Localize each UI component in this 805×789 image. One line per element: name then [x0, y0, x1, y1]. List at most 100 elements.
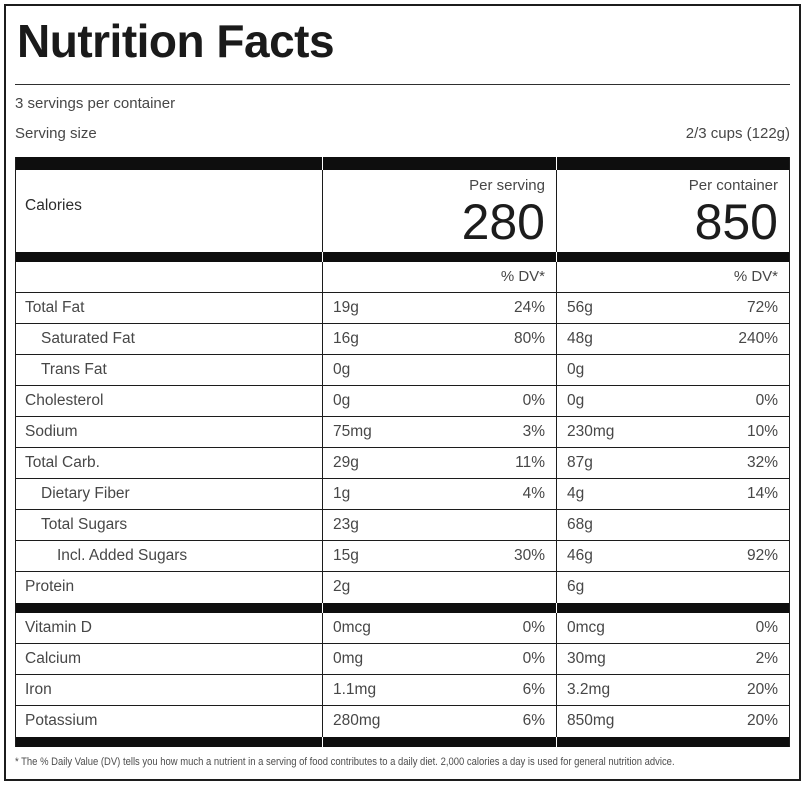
- serving-amount: 0mcg: [333, 618, 371, 636]
- table-row: Total Fat 19g 24% 56g 72%: [16, 292, 789, 324]
- serving-dv: 0%: [522, 391, 545, 409]
- per-serving-cell: 16g 80%: [322, 323, 556, 354]
- nutrient-name: Dietary Fiber: [41, 484, 130, 502]
- serving-amount: 0mg: [333, 649, 364, 667]
- table-row: Vitamin D 0mcg 0% 0mcg 0%: [16, 612, 789, 644]
- page-title: Nutrition Facts: [17, 15, 335, 67]
- per-container-header: Per container: [688, 176, 778, 194]
- nutrient-name: Iron: [25, 680, 52, 698]
- per-container-cell: 68g: [556, 509, 789, 540]
- serving-amount: 1g: [333, 484, 351, 502]
- serving-amount: 29g: [333, 453, 359, 471]
- thick-divider-bar: [16, 602, 789, 613]
- per-container-cell: 87g 32%: [556, 447, 789, 478]
- per-container-cell: 30mg 2%: [556, 643, 789, 674]
- per-serving-cell: 0mcg 0%: [322, 612, 556, 643]
- daily-value-footnote: * The % Daily Value (DV) tells you how m…: [15, 755, 675, 768]
- per-serving-cell: 280mg 6%: [322, 705, 556, 737]
- table-row: Calcium 0mg 0% 30mg 2%: [16, 643, 789, 675]
- container-dv: 20%: [746, 680, 778, 698]
- container-amount: 0g: [567, 391, 585, 409]
- table-row: Iron 1.1mg 6% 3.2mg 20%: [16, 674, 789, 706]
- serving-amount: 0g: [333, 360, 351, 378]
- calories-per-serving-value: 280: [461, 193, 545, 250]
- calories-label: Calories: [25, 197, 82, 215]
- calories-per-container-cell: Per container 850: [556, 169, 789, 252]
- serving-dv: 4%: [522, 484, 545, 502]
- container-amount: 48g: [567, 329, 593, 347]
- table-row: Total Carb. 29g 11% 87g 32%: [16, 447, 789, 479]
- serving-amount: 0g: [333, 391, 351, 409]
- nutrition-table: Calories Per serving 280 Per container 8…: [15, 156, 790, 747]
- per-container-cell: 0mcg 0%: [556, 612, 789, 643]
- per-serving-cell: 19g 24%: [322, 292, 556, 323]
- per-container-cell: 850mg 20%: [556, 705, 789, 737]
- dv-header-container: % DV*: [556, 261, 789, 292]
- serving-dv: 80%: [513, 329, 545, 347]
- container-dv: 32%: [746, 453, 778, 471]
- thick-divider-bar-bottom: [16, 736, 789, 747]
- table-row: Sodium 75mg 3% 230mg 10%: [16, 416, 789, 448]
- table-row: Incl. Added Sugars 15g 30% 46g 92%: [16, 540, 789, 572]
- dv-header-serving: % DV*: [322, 261, 556, 292]
- thick-divider-bar-top: [16, 156, 789, 170]
- container-amount: 230mg: [567, 422, 615, 440]
- nutrient-name: Sodium: [25, 422, 78, 440]
- serving-dv: 30%: [513, 546, 545, 564]
- container-amount: 0mcg: [567, 618, 605, 636]
- servings-per-container: 3 servings per container: [15, 94, 176, 112]
- container-amount: 4g: [567, 484, 585, 502]
- per-container-cell: 6g: [556, 571, 789, 603]
- serving-dv: 11%: [515, 453, 545, 471]
- nutrient-name: Total Sugars: [41, 515, 128, 533]
- table-row: Saturated Fat 16g 80% 48g 240%: [16, 323, 789, 355]
- container-amount: 0g: [567, 360, 585, 378]
- nutrient-name: Vitamin D: [25, 618, 92, 636]
- nutrient-rows-section: Total Fat 19g 24% 56g 72% Saturated Fat …: [16, 292, 789, 603]
- table-row: Cholesterol 0g 0% 0g 0%: [16, 385, 789, 417]
- per-serving-cell: 15g 30%: [322, 540, 556, 571]
- container-amount: 46g: [567, 546, 593, 564]
- container-dv: 2%: [755, 649, 778, 667]
- daily-value-header-row: % DV* % DV*: [16, 261, 789, 293]
- container-amount: 6g: [567, 578, 585, 596]
- container-amount: 68g: [567, 515, 593, 533]
- title-divider: [15, 83, 790, 85]
- nutrient-name: Incl. Added Sugars: [57, 546, 188, 564]
- calories-row: Calories Per serving 280 Per container 8…: [16, 169, 789, 252]
- nutrient-name: Potassium: [25, 712, 98, 730]
- nutrient-name: Calcium: [25, 649, 81, 667]
- serving-size-row: Serving size 2/3 cups (122g): [15, 125, 790, 143]
- table-row: Protein 2g 6g: [16, 571, 789, 603]
- nutrient-name: Total Fat: [25, 298, 85, 316]
- table-row: Total Sugars 23g 68g: [16, 509, 789, 541]
- container-amount: 30mg: [567, 649, 606, 667]
- per-serving-cell: 0g 0%: [322, 385, 556, 416]
- container-amount: 850mg: [567, 712, 615, 730]
- serving-amount: 1.1mg: [333, 680, 377, 698]
- calories-per-container-value: 850: [694, 193, 778, 250]
- serving-amount: 75mg: [333, 422, 372, 440]
- per-container-cell: 0g 0%: [556, 385, 789, 416]
- per-serving-cell: 0g: [322, 354, 556, 385]
- label-content: Nutrition Facts 3 servings per container…: [6, 15, 799, 768]
- container-amount: 3.2mg: [567, 680, 611, 698]
- container-amount: 87g: [567, 453, 593, 471]
- container-dv: 10%: [746, 422, 778, 440]
- container-dv: 0%: [755, 391, 778, 409]
- thick-divider-bar: [16, 251, 789, 262]
- per-container-cell: 3.2mg 20%: [556, 674, 789, 705]
- per-serving-header: Per serving: [469, 176, 545, 194]
- per-serving-cell: 0mg 0%: [322, 643, 556, 674]
- dv-header-spacer: [16, 262, 322, 292]
- container-dv: 72%: [746, 298, 778, 316]
- nutrient-name: Total Carb.: [25, 453, 100, 471]
- per-serving-cell: 2g: [322, 571, 556, 603]
- serving-dv: 24%: [513, 298, 545, 316]
- per-container-cell: 4g 14%: [556, 478, 789, 509]
- table-row: Dietary Fiber 1g 4% 4g 14%: [16, 478, 789, 510]
- container-dv: 20%: [746, 712, 778, 730]
- serving-amount: 16g: [333, 329, 359, 347]
- container-dv: 0%: [755, 618, 778, 636]
- table-row: Potassium 280mg 6% 850mg 20%: [16, 705, 789, 737]
